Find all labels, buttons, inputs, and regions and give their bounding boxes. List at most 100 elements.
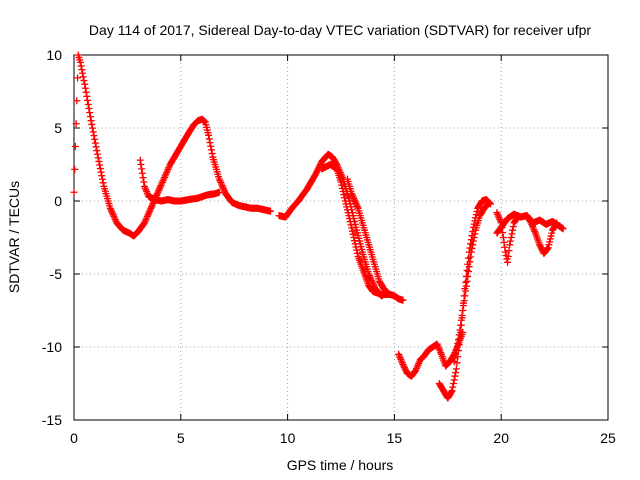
data-point xyxy=(97,168,105,176)
data-point xyxy=(484,201,492,209)
data-point xyxy=(138,169,146,177)
data-point xyxy=(508,230,516,238)
data-point xyxy=(137,161,145,168)
series-pass-11 xyxy=(523,212,561,258)
data-point xyxy=(452,365,460,373)
data-point xyxy=(96,165,104,173)
series-pass-9 xyxy=(493,209,522,266)
data-point xyxy=(82,88,90,96)
data-point xyxy=(162,170,170,178)
data-point xyxy=(470,234,478,241)
data-point xyxy=(349,193,357,201)
data-point xyxy=(464,272,472,280)
x-tick-label: 10 xyxy=(280,430,296,446)
data-point xyxy=(159,177,167,185)
data-point xyxy=(156,183,164,191)
y-tick-label: 0 xyxy=(54,193,62,209)
data-point xyxy=(457,316,465,324)
data-point xyxy=(143,214,151,222)
data-point xyxy=(155,186,163,194)
data-point xyxy=(106,204,114,212)
x-tick-label: 20 xyxy=(493,430,509,446)
data-point xyxy=(216,177,224,185)
data-point xyxy=(220,186,228,194)
data-point xyxy=(163,169,171,177)
data-point xyxy=(350,234,358,241)
data-point xyxy=(463,266,471,274)
data-point xyxy=(145,209,153,217)
data-point xyxy=(463,277,471,285)
data-point xyxy=(459,307,467,314)
data-point xyxy=(353,246,361,254)
data-point xyxy=(111,214,119,222)
data-point xyxy=(140,178,148,186)
data-point xyxy=(501,248,509,256)
plot-frame xyxy=(73,54,609,421)
data-point xyxy=(348,227,356,235)
data-point xyxy=(509,223,517,231)
data-point xyxy=(506,241,514,249)
data-point xyxy=(501,243,509,251)
data-point xyxy=(346,215,354,223)
grid xyxy=(74,55,608,420)
data-point xyxy=(384,289,392,297)
data-point xyxy=(348,191,356,199)
data-point xyxy=(352,243,360,251)
data-point xyxy=(160,173,168,181)
data-point xyxy=(108,209,116,217)
data-point xyxy=(158,180,166,188)
data-point xyxy=(456,326,464,334)
data-point xyxy=(74,74,82,82)
data-point xyxy=(84,96,92,104)
data-point xyxy=(205,131,213,139)
data-point xyxy=(220,185,228,193)
data-point xyxy=(468,244,476,252)
data-point xyxy=(94,154,102,162)
data-point xyxy=(81,80,89,88)
series-pass-5 xyxy=(343,175,392,297)
data-point xyxy=(353,201,361,209)
data-point xyxy=(559,225,567,233)
y-tick-label: 5 xyxy=(54,120,62,136)
data-point xyxy=(146,206,154,214)
y-tick-label: -10 xyxy=(42,339,62,355)
data-point xyxy=(215,188,223,196)
chart-title: Day 114 of 2017, Sidereal Day-to-day VTE… xyxy=(89,22,591,38)
data-point xyxy=(111,216,119,224)
data-point xyxy=(552,220,560,228)
data-point xyxy=(71,165,79,173)
data-point xyxy=(458,311,466,319)
data-point xyxy=(207,142,215,150)
data-point xyxy=(462,279,470,287)
data-point xyxy=(154,188,162,196)
data-point xyxy=(449,380,457,387)
data-point xyxy=(465,263,473,271)
data-point xyxy=(506,237,514,245)
axis-ticks: 0 5 10 15 20 25 -15 -10 -5 0 5 10 xyxy=(42,47,616,446)
data-point xyxy=(76,58,84,66)
data-point xyxy=(89,124,97,132)
series-pass-2 xyxy=(136,156,223,205)
data-point xyxy=(483,201,491,209)
data-point xyxy=(219,183,227,191)
data-point xyxy=(351,198,359,206)
data-point xyxy=(453,343,461,351)
data-point xyxy=(452,350,460,358)
data-point xyxy=(155,185,163,193)
y-tick-label: -5 xyxy=(50,266,63,282)
data-point xyxy=(500,238,508,246)
data-point xyxy=(459,302,467,310)
data-point xyxy=(165,164,173,172)
series-pass-8 xyxy=(450,200,492,366)
data-point xyxy=(341,194,349,202)
x-tick-label: 0 xyxy=(70,430,78,446)
data-point xyxy=(80,77,88,85)
data-point xyxy=(153,190,161,198)
data-points xyxy=(70,51,567,402)
data-point xyxy=(455,331,463,339)
data-point xyxy=(145,208,153,216)
data-point xyxy=(449,383,457,391)
data-point xyxy=(95,157,103,165)
data-point xyxy=(141,217,149,225)
data-point xyxy=(206,139,214,147)
